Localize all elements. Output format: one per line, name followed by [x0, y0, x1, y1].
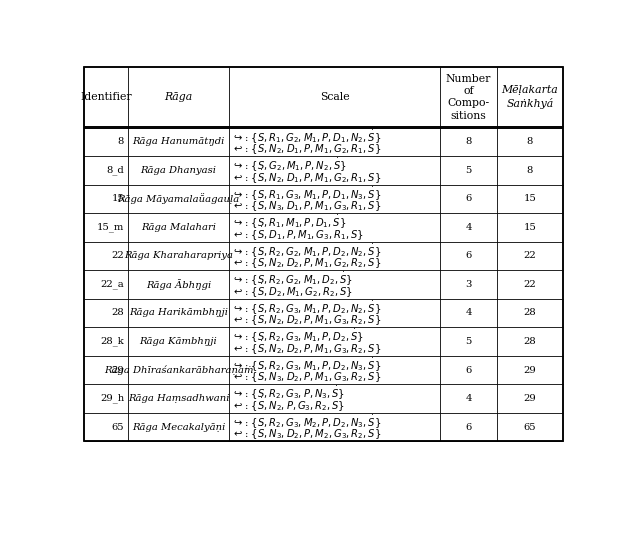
- Text: 28: 28: [524, 309, 536, 318]
- Text: 22: 22: [524, 280, 536, 289]
- Text: 28_k: 28_k: [100, 337, 124, 346]
- Text: $\hookleftarrow$: $\{\dot{S},N_3,D_2,P,M_2,G_3,R_2,S\}$: $\hookleftarrow$: $\{\dot{S},N_3,D_2,P,M…: [232, 424, 381, 441]
- Text: Rāga Kāmbhŋji: Rāga Kāmbhŋji: [140, 337, 218, 346]
- Text: 65: 65: [524, 423, 536, 432]
- Text: Rāga Hanumātŋdi: Rāga Hanumātŋdi: [132, 138, 225, 147]
- Text: 29: 29: [111, 366, 124, 375]
- Text: $\hookrightarrow$: $\{S,R_1,G_3,M_1,P,D_1,N_3,\dot{S}\}$: $\hookrightarrow$: $\{S,R_1,G_3,M_1,P,D_…: [232, 185, 381, 201]
- Text: $\hookrightarrow$: $\{S,R_2,G_3,P,N_3,\dot{S}\}$: $\hookrightarrow$: $\{S,R_2,G_3,P,N_3,\d…: [232, 384, 346, 401]
- Text: $\hookleftarrow$: $\{\dot{S},N_3,D_1,P,M_1,G_3,R_1,S\}$: $\hookleftarrow$: $\{\dot{S},N_3,D_1,P,M…: [232, 196, 381, 213]
- Text: 6: 6: [465, 252, 472, 261]
- Text: $\hookleftarrow$: $\{\dot{S},N_2,D_1,P,M_1,G_2,R_1,S\}$: $\hookleftarrow$: $\{\dot{S},N_2,D_1,P,M…: [232, 167, 381, 184]
- Text: 29_h: 29_h: [100, 394, 124, 403]
- Text: 4: 4: [465, 309, 472, 318]
- Text: $\hookrightarrow$: $\{S,R_2,G_3,M_1,P,D_2,N_2,\dot{S}\}$: $\hookrightarrow$: $\{S,R_2,G_3,M_1,P,D_…: [232, 299, 381, 316]
- Text: 8: 8: [527, 166, 533, 175]
- Text: $\hookleftarrow$: $\{\dot{S},N_3,D_2,P,M_1,G_3,R_2,S\}$: $\hookleftarrow$: $\{\dot{S},N_3,D_2,P,M…: [232, 367, 381, 384]
- Text: 28: 28: [111, 309, 124, 318]
- Text: 3: 3: [465, 280, 472, 289]
- Text: 4: 4: [465, 223, 472, 232]
- Text: $\hookleftarrow$: $\{\dot{S},D_2,M_1,G_2,R_2,S\}$: $\hookleftarrow$: $\{\dot{S},D_2,M_1,G_2…: [232, 281, 353, 298]
- Text: $\hookleftarrow$: $\{\dot{S},D_1,P,M_1,G_3,R_1,S\}$: $\hookleftarrow$: $\{\dot{S},D_1,P,M_1,G…: [232, 224, 364, 241]
- Text: Rāga Māyamalaṻagauḷa: Rāga Māyamalaṻagauḷa: [117, 193, 239, 204]
- Text: Rāga Ābhŋgi: Rāga Ābhŋgi: [146, 279, 211, 290]
- Text: Rāga Haṃsadhwani: Rāga Haṃsadhwani: [128, 394, 229, 403]
- Text: $\hookrightarrow$: $\{S,R_2,G_3,M_2,P,D_2,N_3,\dot{S}\}$: $\hookrightarrow$: $\{S,R_2,G_3,M_2,P,D_…: [232, 413, 381, 430]
- Text: 15: 15: [524, 223, 536, 232]
- Text: Rāga Kharaharapriya: Rāga Kharaharapriya: [124, 252, 233, 261]
- Text: 6: 6: [465, 195, 472, 204]
- Text: 29: 29: [524, 394, 536, 403]
- Text: $\hookleftarrow$: $\{\dot{S},N_2,D_2,P,M_1,G_3,R_2,S\}$: $\hookleftarrow$: $\{\dot{S},N_2,D_2,P,M…: [232, 338, 381, 356]
- Text: $\hookleftarrow$: $\{\dot{S},N_2,P,G_3,R_2,S\}$: $\hookleftarrow$: $\{\dot{S},N_2,P,G_3,R…: [232, 396, 346, 413]
- Text: 15: 15: [111, 195, 124, 204]
- Text: Rāga Mecakalyāṇi: Rāga Mecakalyāṇi: [132, 423, 225, 432]
- Text: $\hookrightarrow$: $\{S,R_1,G_2,M_1,P,D_1,N_2,\dot{S}\}$: $\hookrightarrow$: $\{S,R_1,G_2,M_1,P,D_…: [232, 127, 381, 144]
- Text: Identifier: Identifier: [80, 92, 132, 102]
- Text: 22: 22: [524, 252, 536, 261]
- Text: 8: 8: [527, 138, 533, 147]
- Text: $\hookleftarrow$: $\{\dot{S},N_2,D_2,P,M_1,G_3,R_2,S\}$: $\hookleftarrow$: $\{\dot{S},N_2,D_2,P,M…: [232, 310, 381, 327]
- Text: 22: 22: [111, 252, 124, 261]
- Text: Mēḷakarta
Saṅkhyá: Mēḷakarta Saṅkhyá: [502, 85, 558, 109]
- Text: Rāga Malahari: Rāga Malahari: [141, 223, 216, 232]
- Text: $\hookrightarrow$: $\{S,G_2,M_1,P,N_2,\dot{S}\}$: $\hookrightarrow$: $\{S,G_2,M_1,P,N_2,\d…: [232, 156, 347, 173]
- Text: 8: 8: [118, 138, 124, 147]
- Text: $\hookrightarrow$: $\{S,R_1,M_1,P,D_1,\dot{S}\}$: $\hookrightarrow$: $\{S,R_1,M_1,P,D_1,\d…: [232, 213, 347, 230]
- Text: Scale: Scale: [320, 92, 349, 102]
- Text: 6: 6: [465, 366, 472, 375]
- Text: Rāga Dhanyasi: Rāga Dhanyasi: [140, 166, 216, 175]
- Text: 5: 5: [465, 166, 472, 175]
- Text: 28: 28: [524, 337, 536, 346]
- Text: $\hookrightarrow$: $\{S,R_2,G_2,M_1,P,D_2,N_2,\dot{S}\}$: $\hookrightarrow$: $\{S,R_2,G_2,M_1,P,D_…: [232, 242, 381, 259]
- Text: $\hookleftarrow$: $\{\dot{S},N_2,D_1,P,M_1,G_2,R_1,S\}$: $\hookleftarrow$: $\{\dot{S},N_2,D_1,P,M…: [232, 139, 381, 156]
- Text: 29: 29: [524, 366, 536, 375]
- Text: $\hookleftarrow$: $\{\dot{S},N_2,D_2,P,M_1,G_2,R_2,S\}$: $\hookleftarrow$: $\{\dot{S},N_2,D_2,P,M…: [232, 253, 381, 270]
- Text: $\hookrightarrow$: $\{S,R_2,G_2,M_1,D_2,\dot{S}\}$: $\hookrightarrow$: $\{S,R_2,G_2,M_1,D_2,…: [232, 270, 353, 287]
- Text: Rāga Dhīraśankarābharaṇaṁ: Rāga Dhīraśankarābharaṇaṁ: [104, 365, 253, 375]
- Text: 5: 5: [465, 337, 472, 346]
- Text: 8_d: 8_d: [106, 166, 124, 175]
- Text: 65: 65: [111, 423, 124, 432]
- Text: Number
of
Compo-
sitions: Number of Compo- sitions: [446, 74, 492, 121]
- Text: Rāga: Rāga: [164, 92, 193, 102]
- Text: 15_m: 15_m: [97, 223, 124, 232]
- Text: $\hookrightarrow$: $\{S,R_2,G_3,M_1,P,D_2,\dot{S}\}$: $\hookrightarrow$: $\{S,R_2,G_3,M_1,P,D_…: [232, 327, 364, 344]
- Text: $\hookrightarrow$: $\{S,R_2,G_3,M_1,P,D_2,N_3,\dot{S}\}$: $\hookrightarrow$: $\{S,R_2,G_3,M_1,P,D_…: [232, 356, 381, 373]
- Text: 22_a: 22_a: [100, 280, 124, 289]
- Text: 8: 8: [465, 138, 472, 147]
- Text: Rāga Harikāmbhŋji: Rāga Harikāmbhŋji: [129, 309, 228, 318]
- Text: 6: 6: [465, 423, 472, 432]
- Text: 15: 15: [524, 195, 536, 204]
- Text: 4: 4: [465, 394, 472, 403]
